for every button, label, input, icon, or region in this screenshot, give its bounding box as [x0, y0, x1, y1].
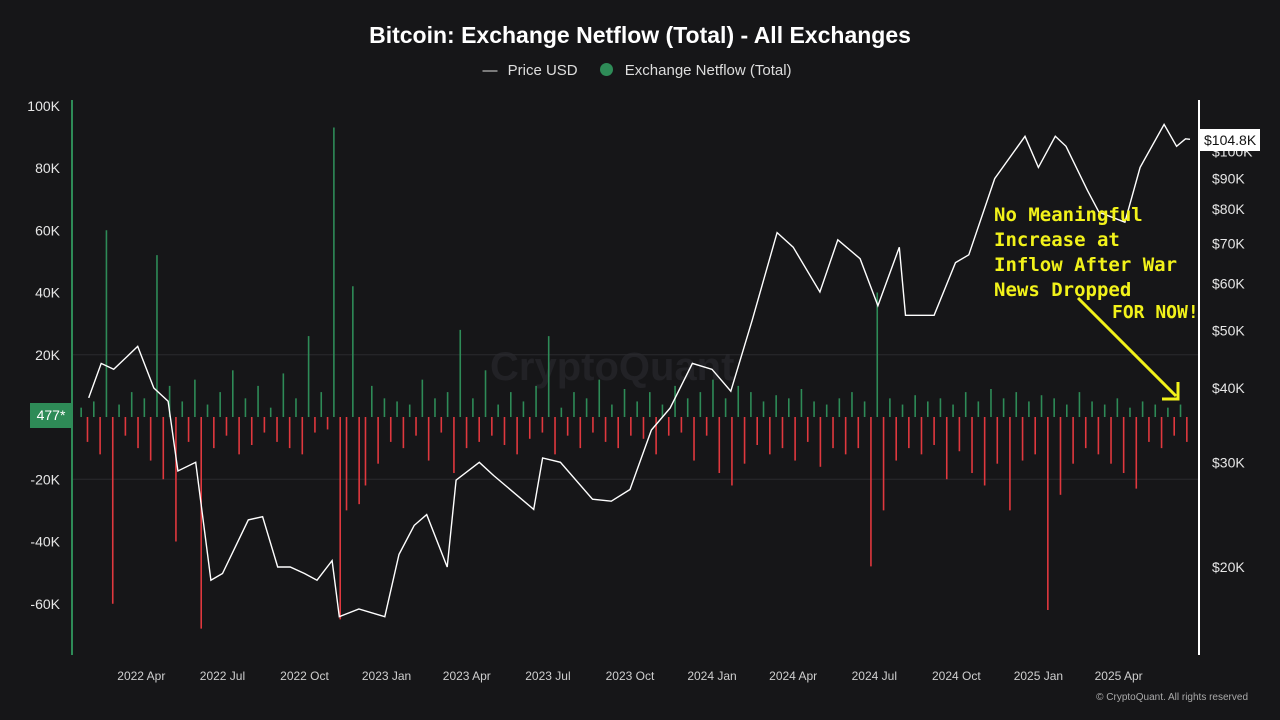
x-tick-label: 2025 Jan — [1014, 669, 1063, 683]
right-tick-label: $40K — [1212, 380, 1245, 396]
x-tick-label: 2025 Apr — [1095, 669, 1143, 683]
right-tick-label: $70K — [1212, 235, 1245, 251]
x-tick-label: 2022 Oct — [280, 669, 329, 683]
right-tick-label: $20K — [1212, 559, 1245, 575]
legend: — Price USD Exchange Netflow (Total) — [0, 62, 1280, 79]
watermark: CryptoQuant — [490, 345, 735, 389]
legend-price-label: Price USD — [507, 62, 578, 79]
left-tick-label: 80K — [35, 160, 61, 176]
right-tick-label: $50K — [1212, 322, 1245, 338]
current-price-tag: $104.8K — [1200, 129, 1261, 151]
copyright: © CryptoQuant. All rights reserved — [1096, 692, 1248, 703]
right-tick-label: $30K — [1212, 454, 1245, 470]
current-netflow-tag: 477* — [30, 403, 72, 428]
left-tick-label: 60K — [35, 222, 61, 238]
x-tick-label: 2024 Jul — [852, 669, 897, 683]
right-tick-label: $80K — [1212, 201, 1245, 217]
legend-netflow[interactable]: Exchange Netflow (Total) — [599, 62, 798, 79]
x-tick-label: 2022 Apr — [117, 669, 165, 683]
x-tick-label: 2024 Oct — [932, 669, 981, 683]
right-tick-label: $60K — [1212, 275, 1245, 291]
legend-price[interactable]: — Price USD — [482, 62, 578, 79]
left-tick-label: -20K — [30, 471, 60, 487]
x-tick-label: 2023 Jul — [525, 669, 570, 683]
annotation-text: No Meaningful Increase at Inflow After W… — [994, 204, 1178, 301]
annotation-for-now: FOR NOW! — [1112, 302, 1199, 323]
x-tick-label: 2024 Apr — [769, 669, 817, 683]
right-tick-label: $90K — [1212, 171, 1245, 187]
chart-title: Bitcoin: Exchange Netflow (Total) - All … — [369, 22, 911, 48]
x-tick-label: 2022 Jul — [200, 669, 245, 683]
left-tick-label: -60K — [30, 596, 60, 612]
legend-dot-icon — [599, 63, 613, 76]
x-tick-label: 2023 Oct — [606, 669, 655, 683]
x-tick-label: 2023 Apr — [443, 669, 491, 683]
arrow-head-icon — [1162, 382, 1180, 401]
left-tick-label: 40K — [35, 285, 61, 301]
x-tick-label: 2024 Jan — [687, 669, 736, 683]
left-tick-label: 100K — [27, 98, 60, 114]
legend-netflow-label: Exchange Netflow (Total) — [624, 62, 792, 79]
left-tick-label: -40K — [30, 534, 60, 550]
left-tick-label: 20K — [35, 347, 61, 363]
x-tick-label: 2023 Jan — [362, 669, 411, 683]
annotation-arrow — [1076, 296, 1178, 398]
price-line — [88, 122, 1191, 618]
